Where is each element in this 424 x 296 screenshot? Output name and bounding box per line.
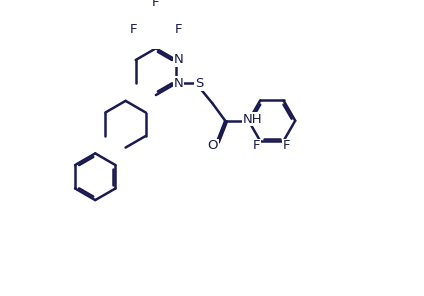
Text: O: O [208,139,218,152]
Text: F: F [175,23,182,36]
Text: F: F [130,23,137,36]
Text: N: N [174,54,184,67]
Text: F: F [152,0,160,9]
Text: F: F [253,139,261,152]
Text: S: S [195,77,204,90]
Text: N: N [174,77,184,90]
Text: F: F [283,139,290,152]
Text: NH: NH [243,112,262,126]
